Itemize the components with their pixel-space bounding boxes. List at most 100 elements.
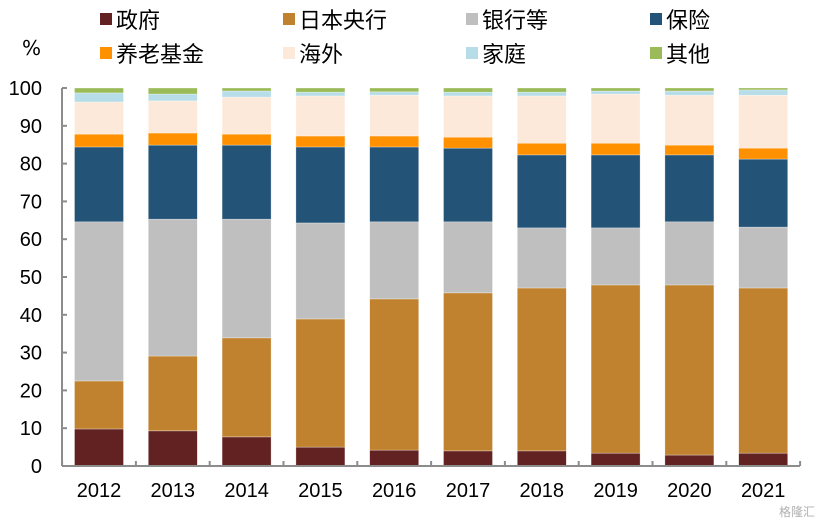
- legend-item: 养老基金: [100, 38, 204, 68]
- bar-segment-2015-1: [295, 318, 346, 448]
- bar-segment-2015-5: [295, 95, 346, 137]
- y-tick-label: 0: [31, 456, 42, 478]
- bar-segment-2014-3: [221, 144, 272, 220]
- bar-segment-2020-6: [664, 90, 715, 96]
- bar-segment-2014-6: [221, 90, 272, 98]
- legend-swatch: [466, 13, 478, 25]
- bar-segment-2016-0: [369, 449, 420, 467]
- bar-segment-2021-1: [738, 287, 789, 454]
- bar-segment-2013-4: [148, 132, 198, 146]
- legend-label: 政府: [116, 9, 161, 34]
- bar-segment-2021-5: [738, 94, 789, 149]
- x-tick-label: 2018: [520, 480, 565, 502]
- legend-label: 银行等: [482, 9, 549, 34]
- bar-segment-2018-2: [516, 227, 567, 289]
- bar-segment-2015-0: [295, 446, 346, 467]
- legend-label: 日本央行: [299, 9, 388, 34]
- y-tick-label: 30: [20, 343, 42, 365]
- bar-segment-2020-3: [664, 154, 715, 223]
- x-tick-label: 2019: [593, 480, 638, 502]
- legend-label: 其他: [666, 43, 711, 68]
- bar-segment-2015-4: [295, 135, 346, 148]
- bar-segment-2017-6: [443, 91, 493, 97]
- bar-segment-2013-6: [148, 93, 198, 102]
- bar-segment-2021-6: [738, 89, 789, 96]
- x-tick-label: 2021: [741, 480, 786, 502]
- bar-segment-2012-7: [74, 87, 124, 94]
- bar-segment-2017-7: [443, 87, 493, 93]
- legend-item: 家庭: [466, 38, 526, 68]
- bar-segment-2018-4: [516, 142, 567, 156]
- bar-segment-2017-3: [443, 147, 493, 223]
- y-tick-label: 40: [20, 305, 42, 327]
- bar-segment-2019-5: [590, 93, 641, 144]
- bar-segment-2021-7: [738, 87, 789, 91]
- bar-segment-2020-7: [664, 87, 715, 92]
- legend-item: 海外: [283, 38, 343, 68]
- legend-label: 家庭: [482, 43, 527, 68]
- y-tick-label: 90: [20, 116, 42, 138]
- bar-segment-2014-7: [221, 87, 272, 92]
- bar-segment-2016-1: [369, 298, 420, 451]
- x-tick-label: 2013: [151, 480, 196, 502]
- bar-segment-2013-2: [148, 218, 198, 357]
- watermark: 格隆汇: [778, 505, 815, 519]
- bar-segment-2018-0: [516, 450, 567, 467]
- bar-segment-2019-1: [590, 284, 641, 454]
- bar-segment-2018-7: [516, 87, 567, 93]
- bar-segment-2014-0: [221, 436, 272, 467]
- bar-segment-2020-4: [664, 144, 715, 156]
- bar-segment-2021-3: [738, 158, 789, 228]
- bar-segment-2012-1: [74, 380, 124, 430]
- bar-segment-2016-6: [369, 91, 420, 96]
- bar-segment-2012-6: [74, 92, 124, 103]
- legend-item: 保险: [650, 4, 710, 34]
- bar-segment-2018-5: [516, 95, 567, 144]
- bar-segment-2019-6: [590, 90, 641, 95]
- bar-segment-2019-4: [590, 142, 641, 156]
- x-tick-label: 2012: [77, 480, 122, 502]
- bar-segment-2015-7: [295, 87, 346, 93]
- legend-swatch: [650, 47, 662, 59]
- bar-segment-2019-3: [590, 154, 641, 229]
- x-tick-label: 2015: [298, 480, 343, 502]
- legend-item: 政府: [100, 4, 160, 34]
- bar-segment-2020-1: [664, 284, 715, 456]
- bar-segment-2013-3: [148, 144, 198, 220]
- bar-segment-2015-2: [295, 222, 346, 320]
- bar-segment-2014-5: [221, 96, 272, 135]
- x-tick-label: 2014: [224, 480, 269, 502]
- legend-swatch: [283, 13, 295, 25]
- y-tick-label: 50: [20, 267, 42, 289]
- bar-segment-2021-4: [738, 147, 789, 160]
- bar-segment-2020-0: [664, 454, 715, 467]
- bar-segment-2019-7: [590, 87, 641, 92]
- y-tick-label: 20: [20, 380, 42, 402]
- bar-segment-2017-1: [443, 292, 493, 452]
- bar-segment-2012-4: [74, 133, 124, 148]
- bar-segment-2017-0: [443, 450, 493, 467]
- bar-segment-2021-0: [738, 452, 789, 467]
- legend-swatch: [650, 13, 662, 25]
- y-tick-label: 70: [20, 191, 42, 213]
- legend-swatch: [466, 47, 478, 59]
- bar-segment-2017-5: [443, 95, 493, 138]
- bar-segment-2013-1: [148, 355, 198, 432]
- bar-segment-2020-2: [664, 221, 715, 286]
- bar-segment-2012-3: [74, 146, 124, 223]
- bar-segment-2015-3: [295, 146, 346, 224]
- legend-swatch: [283, 47, 295, 59]
- bar-segment-2021-2: [738, 226, 789, 289]
- bar-segment-2016-5: [369, 94, 420, 137]
- bar-segment-2018-3: [516, 154, 567, 229]
- chart-legend: 政府 日本央行 银行等 保险养老基金 海外 家庭 其他: [0, 0, 819, 80]
- bar-segment-2015-6: [295, 91, 346, 97]
- legend-label: 保险: [666, 9, 711, 34]
- bar-segment-2016-2: [369, 221, 420, 300]
- bar-segment-2018-1: [516, 287, 567, 452]
- legend-item: 日本央行: [283, 4, 387, 34]
- legend-item: 银行等: [466, 4, 548, 34]
- bar-segment-2014-1: [221, 337, 272, 438]
- bar-segment-2013-0: [148, 430, 198, 467]
